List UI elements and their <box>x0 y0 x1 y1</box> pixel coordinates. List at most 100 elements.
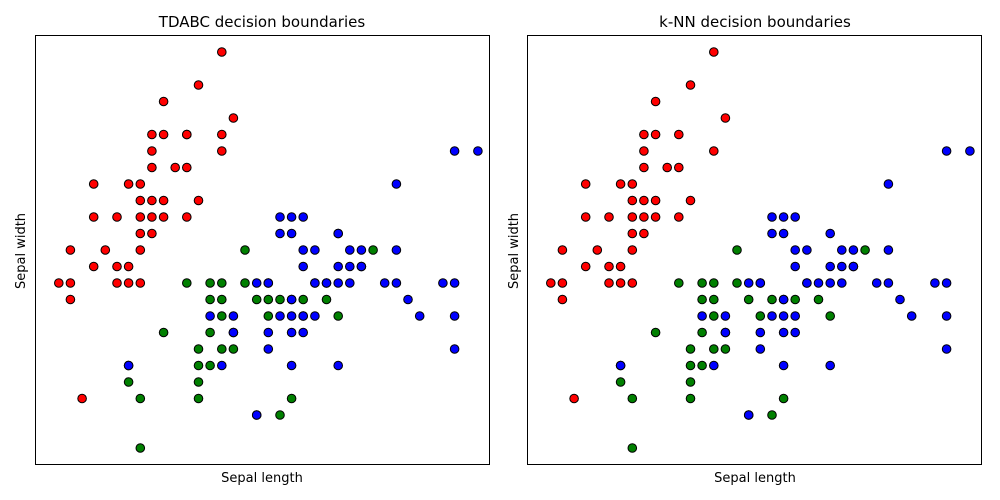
tdabc-y-axis-label: Sepal width <box>14 213 29 289</box>
knn-blue-point <box>837 261 847 272</box>
tdabc-blue-point <box>345 278 355 288</box>
tdabc-red-point <box>228 113 239 123</box>
knn-red-point <box>650 129 661 140</box>
knn-blue-point <box>883 278 894 288</box>
tdabc-blue-point <box>298 261 309 272</box>
tdabc-green-point <box>217 278 227 288</box>
tdabc-blue-point <box>298 212 309 222</box>
knn-red-point <box>650 96 661 107</box>
tdabc-red-point <box>77 393 87 404</box>
tdabc-blue-point <box>286 311 297 321</box>
knn-red-point <box>615 261 626 272</box>
tdabc-green-point <box>368 245 378 255</box>
knn-red-point <box>627 245 638 255</box>
tdabc-blue-point <box>403 294 413 305</box>
knn-red-point <box>639 129 649 140</box>
knn-red-point <box>627 278 638 288</box>
tdabc-x-axis-label: Sepal length <box>221 471 303 486</box>
tdabc-green-point <box>205 327 215 338</box>
knn-blue-point <box>778 212 789 222</box>
tdabc-green-point <box>193 360 204 371</box>
knn-red-point <box>685 80 696 90</box>
tdabc-red-point <box>112 212 122 222</box>
knn-red-point <box>580 179 591 189</box>
tdabc-green-point <box>240 245 250 255</box>
tdabc-blue-point <box>228 327 239 338</box>
knn-blue-point <box>778 311 789 321</box>
tdabc-green-point <box>217 311 227 321</box>
knn-red-point <box>662 162 673 173</box>
tdabc-blue-point <box>333 278 344 288</box>
tdabc-green-point <box>217 294 227 305</box>
tdabc-blue-point <box>473 146 483 156</box>
knn-green-point <box>697 294 707 305</box>
tdabc-red-point <box>135 228 146 239</box>
tdabc-red-point <box>182 162 192 173</box>
tdabc-red-point <box>147 228 157 239</box>
tdabc-green-point <box>240 278 250 288</box>
knn-green-point <box>755 311 766 321</box>
knn-red-point <box>639 162 649 173</box>
tdabc-red-point <box>158 96 169 107</box>
tdabc-green-point <box>123 377 134 387</box>
knn-blue-point <box>720 327 731 338</box>
tdabc-red-point <box>123 179 134 189</box>
knn-blue-point <box>755 344 766 354</box>
knn-green-point <box>709 278 719 288</box>
knn-red-point <box>650 195 661 206</box>
tdabc-panel: TDABC decision boundaries Sepal length S… <box>14 13 490 486</box>
knn-green-point <box>813 294 824 305</box>
tdabc-green-point <box>205 294 215 305</box>
knn-green-point <box>732 245 742 255</box>
tdabc-blue-point <box>356 261 367 272</box>
tdabc-red-point <box>112 261 122 272</box>
knn-blue-point <box>941 278 952 288</box>
tdabc-red-point <box>123 261 134 272</box>
knn-red-point <box>557 245 568 255</box>
knn-green-point <box>709 311 719 321</box>
knn-red-point <box>639 228 649 239</box>
tdabc-blue-point <box>263 327 274 338</box>
knn-green-point <box>697 360 707 371</box>
knn-green-point <box>697 278 707 288</box>
tdabc-red-point <box>147 129 157 140</box>
tdabc-blue-point <box>286 294 297 305</box>
knn-blue-point <box>825 278 836 288</box>
tdabc-red-point <box>182 129 192 140</box>
tdabc-green-point <box>286 393 297 404</box>
tdabc-green-point <box>193 377 204 387</box>
knn-green-point <box>720 344 731 354</box>
knn-red-point <box>627 212 638 222</box>
knn-green-point <box>627 393 638 404</box>
tdabc-blue-point <box>414 311 425 321</box>
knn-blue-point <box>615 360 626 371</box>
knn-red-point <box>569 393 579 404</box>
knn-blue-point <box>837 278 847 288</box>
knn-green-point <box>627 443 638 453</box>
tdabc-blue-point <box>391 245 402 255</box>
knn-blue-point <box>871 278 882 288</box>
knn-red-point <box>674 129 684 140</box>
tdabc-blue-point <box>286 212 297 222</box>
tdabc-blue-point <box>356 245 367 255</box>
tdabc-blue-point <box>298 311 309 321</box>
tdabc-red-point <box>158 129 169 140</box>
tdabc-chart-title: TDABC decision boundaries <box>158 13 366 31</box>
tdabc-blue-point <box>345 245 355 255</box>
tdabc-green-point <box>298 294 309 305</box>
knn-green-point <box>674 278 684 288</box>
tdabc-green-point <box>217 344 227 354</box>
tdabc-green-point <box>228 344 239 354</box>
tdabc-green-point <box>263 294 274 305</box>
knn-blue-point <box>802 245 812 255</box>
tdabc-red-point <box>135 212 146 222</box>
tdabc-red-point <box>123 278 134 288</box>
tdabc-red-point <box>193 80 204 90</box>
tdabc-red-point <box>170 162 180 173</box>
knn-blue-point <box>825 261 836 272</box>
knn-red-point <box>615 179 626 189</box>
tdabc-blue-point <box>251 278 262 288</box>
knn-green-point <box>685 360 696 371</box>
tdabc-green-point <box>135 443 146 453</box>
knn-blue-point <box>837 245 847 255</box>
